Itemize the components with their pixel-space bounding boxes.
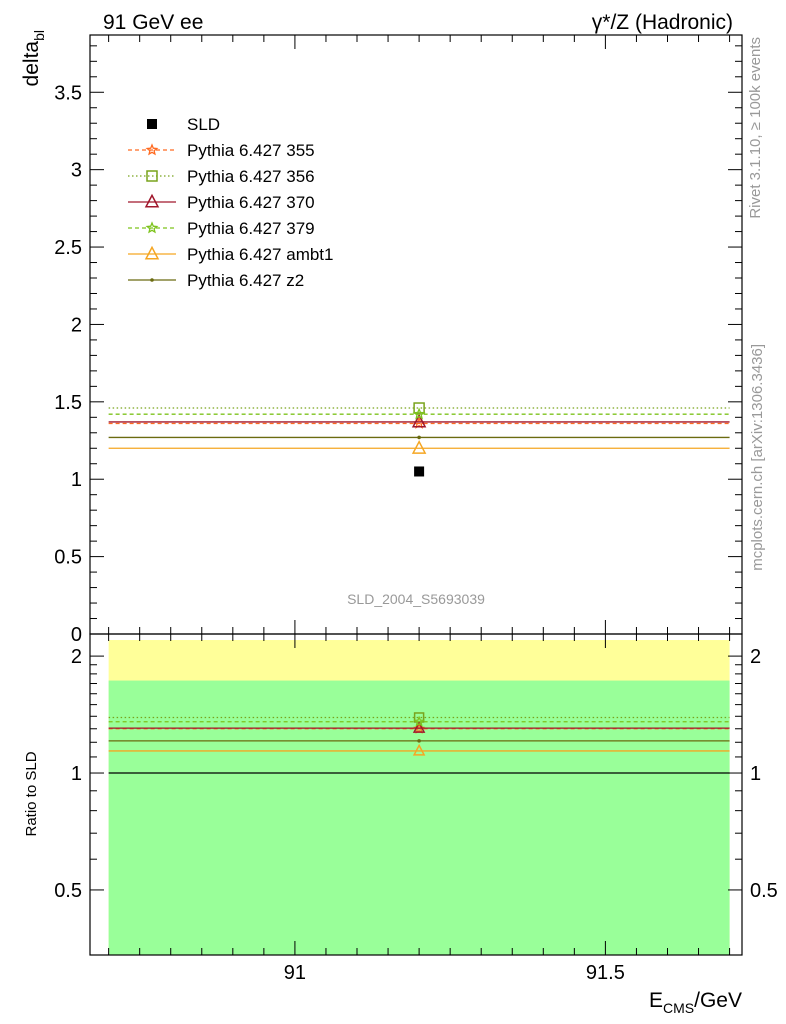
main-ylabel: deltabl — [20, 30, 47, 86]
header-right-label: γ*/Z (Hadronic) — [592, 11, 733, 34]
legend-marker-sld — [147, 119, 157, 129]
rivet-version-label: Rivet 3.1.10, ≥ 100k events — [747, 37, 764, 219]
legend-label-2: Pythia 6.427 370 — [187, 193, 315, 212]
main-series-marker-1 — [413, 402, 425, 414]
ratio-band-1 — [108, 680, 730, 955]
main-series-marker-5 — [417, 435, 421, 440]
legend-label-1: Pythia 6.427 356 — [187, 167, 315, 186]
main-series-marker-4 — [411, 440, 427, 454]
main-series-marker-2 — [411, 413, 427, 428]
legend-marker-1 — [146, 170, 158, 182]
legend-label-4: Pythia 6.427 ambt1 — [187, 245, 333, 264]
main-ytick-label-3: 1.5 — [54, 392, 82, 414]
main-ytick-label-2: 1 — [71, 469, 82, 491]
legend-label-5: Pythia 6.427 z2 — [187, 271, 304, 290]
main-ytick-label-7: 3.5 — [54, 82, 82, 104]
ratio-plot-frame — [89, 633, 743, 956]
legend-label-sld: SLD — [187, 115, 220, 134]
legend-marker-0 — [145, 143, 159, 156]
ratio-ylabel: Ratio to SLD — [23, 751, 40, 836]
ratio-series-marker-4 — [412, 743, 426, 756]
ratio-series-marker-2 — [412, 721, 426, 733]
main-ytick-label-6: 3 — [71, 160, 82, 182]
ratio-ytick-label-right-0: 0.5 — [750, 880, 778, 902]
ratio-ytick-label-right-1: 1 — [750, 763, 761, 785]
data-point-sld — [414, 466, 425, 477]
ratio-series-marker-5 — [417, 739, 421, 743]
main-ytick-label-0: 0 — [71, 624, 82, 646]
x-axis-label: ECMS/GeV — [649, 989, 742, 1016]
ratio-ytick-label-left-2: 2 — [71, 646, 82, 668]
ratio-series-marker-3 — [413, 715, 426, 727]
xtick-label-0: 91 — [284, 962, 306, 984]
legend-marker-3 — [145, 221, 159, 234]
analysis-watermark: SLD_2004_S5693039 — [347, 591, 485, 607]
xtick-label-1: 91.5 — [586, 962, 625, 984]
ratio-ytick-label-right-2: 2 — [750, 646, 761, 668]
main-series-marker-3 — [412, 407, 426, 420]
legend-marker-4 — [144, 245, 160, 260]
legend-label-3: Pythia 6.427 379 — [187, 219, 315, 238]
main-ytick-label-4: 2 — [71, 314, 82, 336]
header-left-label: 91 GeV ee — [103, 11, 203, 34]
main-ytick-label-5: 2.5 — [54, 237, 82, 259]
ratio-ytick-label-left-1: 1 — [71, 763, 82, 785]
ratio-ytick-label-left-0: 0.5 — [54, 880, 82, 902]
main-ytick-label-1: 0.5 — [54, 547, 82, 569]
legend-marker-2 — [144, 193, 160, 208]
legend-label-0: Pythia 6.427 355 — [187, 141, 315, 160]
legend-marker-5 — [150, 278, 154, 282]
mcplots-label: mcplots.cern.ch [arXiv:1306.3436] — [749, 344, 766, 571]
